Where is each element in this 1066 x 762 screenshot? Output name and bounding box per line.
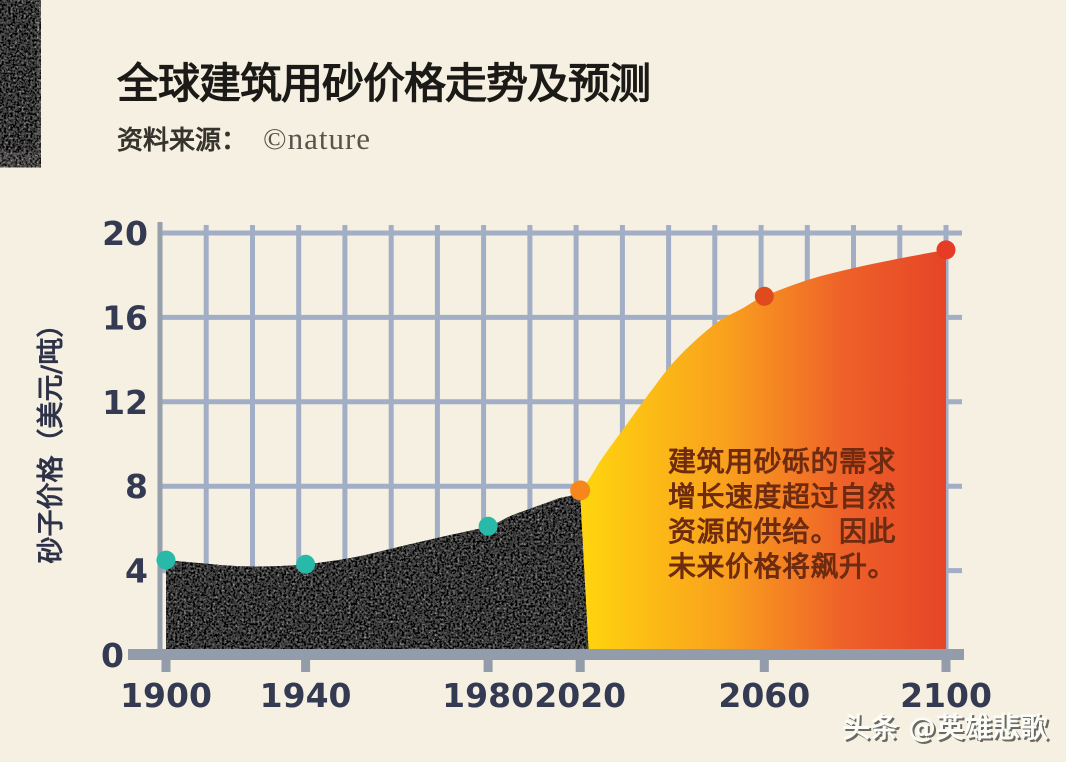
annotation-line: 未来价格将飙升。	[668, 550, 896, 583]
data-point-1940	[296, 554, 316, 574]
x-axis-tick	[941, 660, 951, 672]
page-title: 全球建筑用砂价格走势及预测	[117, 59, 651, 108]
x-tick-label: 2060	[718, 676, 810, 715]
y-tick-label: 4	[125, 552, 148, 591]
watermark: 头条 @英雄悲歌	[842, 711, 1048, 744]
y-tick-label: 12	[102, 383, 148, 422]
x-tick-label: 1900	[120, 676, 212, 715]
data-point-2100	[936, 240, 956, 260]
y-tick-label: 16	[102, 298, 148, 337]
x-axis-tick	[575, 660, 585, 672]
data-point-2020	[570, 480, 591, 501]
x-tick-label: 1980	[442, 676, 534, 715]
x-axis-bar	[128, 649, 964, 660]
annotation-line: 增长速度超过自然	[668, 480, 896, 513]
data-point-1980	[478, 516, 498, 536]
data-point-1900	[156, 550, 176, 570]
x-axis-tick	[161, 660, 171, 672]
x-tick-label: 1940	[260, 676, 352, 715]
y-tick-label: 20	[102, 214, 148, 253]
x-axis-tick	[483, 660, 493, 672]
y-tick-label: 0	[101, 636, 124, 675]
data-point-2060	[754, 286, 774, 306]
x-tick-label: 2020	[534, 676, 626, 715]
source-value: ©nature	[263, 121, 372, 156]
y-axis-title: 砂子价格（美元/吨）	[35, 311, 67, 564]
data-source: 资料来源： ©nature	[117, 120, 371, 157]
x-axis-tick	[759, 660, 769, 672]
y-tick-label: 8	[125, 467, 148, 506]
x-axis-tick	[301, 660, 311, 672]
annotation-line: 建筑用砂砾的需求	[668, 445, 896, 478]
source-label: 资料来源：	[117, 126, 248, 156]
x-tick-label: 2100	[900, 676, 992, 715]
annotation-line: 资源的供给。因此	[668, 515, 896, 548]
gravel-strip-texture	[0, 0, 37, 152]
